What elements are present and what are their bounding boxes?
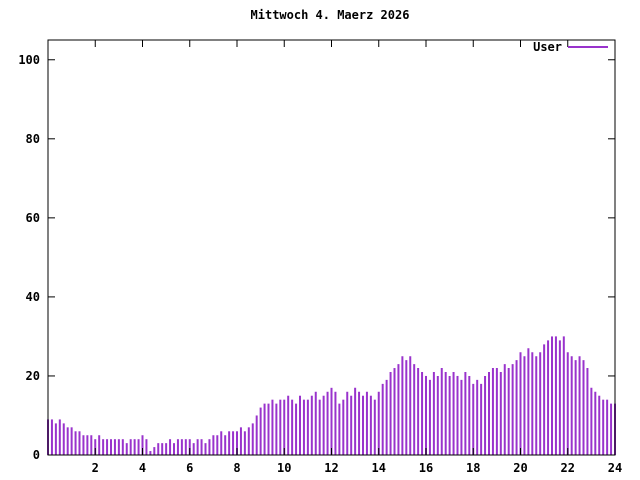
y-tick-label: 60 xyxy=(26,211,40,225)
y-tick-label: 20 xyxy=(26,369,40,383)
x-tick-label: 16 xyxy=(419,461,433,475)
bars-group xyxy=(47,336,616,455)
y-tick-label: 80 xyxy=(26,132,40,146)
x-tick-label: 2 xyxy=(92,461,99,475)
x-tick-label: 12 xyxy=(324,461,338,475)
legend-label: User xyxy=(533,40,562,54)
x-tick-label: 4 xyxy=(139,461,146,475)
y-tick-label: 100 xyxy=(18,53,40,67)
chart-title: Mittwoch 4. Maerz 2026 xyxy=(251,8,410,22)
x-tick-label: 24 xyxy=(608,461,622,475)
x-tick-label: 22 xyxy=(561,461,575,475)
x-tick-label: 20 xyxy=(513,461,527,475)
x-tick-label: 8 xyxy=(233,461,240,475)
x-tick-label: 10 xyxy=(277,461,291,475)
y-tick-label: 0 xyxy=(33,448,40,462)
x-tick-label: 18 xyxy=(466,461,480,475)
y-tick-label: 40 xyxy=(26,290,40,304)
x-tick-label: 6 xyxy=(186,461,193,475)
x-tick-label: 14 xyxy=(372,461,386,475)
